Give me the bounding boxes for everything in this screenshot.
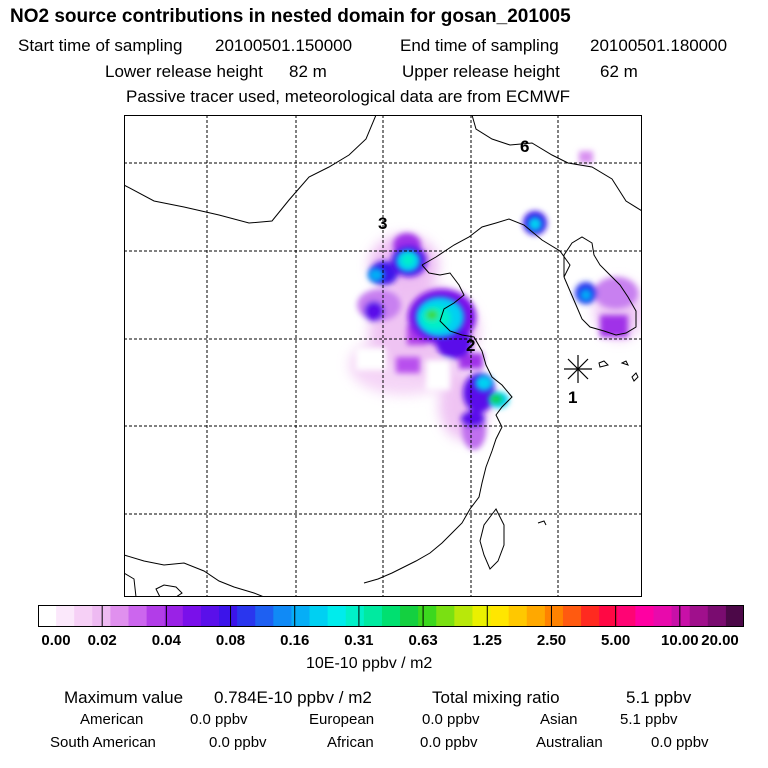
color-scale-tick-label: 0.04 xyxy=(151,632,181,649)
color-swatch xyxy=(671,605,691,627)
region-value: 0.0 ppbv xyxy=(420,734,478,751)
color-swatch xyxy=(200,605,220,627)
color-scale-bar xyxy=(38,605,745,627)
color-scale-tick-label: 0.31 xyxy=(344,632,374,649)
color-scale-tick-label: 0.63 xyxy=(408,632,438,649)
upper-release-value: 62 m xyxy=(600,62,638,81)
region-value: 5.1 ppbv xyxy=(620,711,678,728)
color-swatch xyxy=(273,605,292,627)
color-swatch xyxy=(345,605,365,627)
region-name: American xyxy=(80,711,144,728)
region-name: African xyxy=(327,734,374,751)
color-swatch xyxy=(562,605,582,627)
color-swatch xyxy=(291,605,311,627)
end-time-label: End time of sampling xyxy=(400,36,559,55)
start-time-value: 20100501.150000 xyxy=(215,36,353,55)
color-swatch xyxy=(544,605,564,627)
color-swatch xyxy=(363,605,383,627)
color-swatch xyxy=(436,605,455,627)
color-swatch xyxy=(327,605,347,627)
lat-lon-grid xyxy=(124,115,642,597)
lower-release-label: Lower release height xyxy=(105,62,263,81)
color-scale-tick-label: 0.16 xyxy=(280,632,310,649)
start-time-label: Start time of sampling xyxy=(18,36,183,55)
color-scale-tick-label: 5.00 xyxy=(601,632,631,649)
tracer-note: Passive tracer used, meteorological data… xyxy=(126,87,571,106)
end-time-value: 20100501.180000 xyxy=(590,36,728,55)
color-swatch xyxy=(599,605,618,627)
color-swatch xyxy=(508,605,528,627)
color-swatch xyxy=(526,605,546,627)
color-scale-tick-label: 2.50 xyxy=(536,632,567,649)
region-value: 0.0 ppbv xyxy=(651,734,709,751)
color-scale-tick-label: 1.25 xyxy=(472,632,502,649)
color-scale-tick-label: 20.00 xyxy=(701,632,739,649)
color-swatch xyxy=(92,605,111,627)
marker-label-1: 1 xyxy=(568,388,577,407)
color-swatch xyxy=(309,605,329,627)
color-scale-tick-label: 10.00 xyxy=(661,632,699,649)
region-name: Australian xyxy=(536,734,603,751)
plot-title: NO2 source contributions in nested domai… xyxy=(10,6,571,27)
color-swatch xyxy=(725,605,745,627)
color-swatch xyxy=(56,605,75,627)
color-swatch xyxy=(472,605,492,627)
upper-release-label: Upper release height xyxy=(402,62,560,81)
color-swatch xyxy=(581,605,600,627)
region-name: Asian xyxy=(540,711,578,728)
region-name: European xyxy=(309,711,375,728)
color-swatch xyxy=(110,605,130,627)
color-swatch xyxy=(164,605,184,627)
color-swatch xyxy=(400,605,419,627)
marker-label-6: 6 xyxy=(520,137,529,156)
region-name: South American xyxy=(50,734,156,751)
coastlines xyxy=(124,115,642,597)
lower-release-value: 82 m xyxy=(289,62,327,81)
max-value: 0.784E-10 ppbv / m2 xyxy=(214,688,372,707)
color-swatch xyxy=(707,605,727,627)
concentration-map: 6 3 2 1 xyxy=(124,115,642,597)
color-swatch xyxy=(635,605,654,627)
color-swatch xyxy=(418,605,437,627)
max-value-label: Maximum value xyxy=(64,688,184,707)
total-mixing-value: 5.1 ppbv xyxy=(626,688,692,707)
color-swatch xyxy=(182,605,202,627)
color-swatch xyxy=(454,605,473,627)
marker-label-2: 2 xyxy=(466,336,475,355)
color-swatch xyxy=(255,605,274,627)
color-swatch xyxy=(237,605,256,627)
color-swatch xyxy=(490,605,510,627)
color-swatch xyxy=(617,605,636,627)
color-swatch xyxy=(146,605,166,627)
color-swatch xyxy=(689,605,709,627)
color-swatch xyxy=(74,605,93,627)
color-scale-tick-label: 0.08 xyxy=(215,632,246,649)
color-swatch xyxy=(128,605,148,627)
color-swatch xyxy=(38,605,57,627)
color-scale-tick-label: 0.02 xyxy=(87,632,117,649)
total-mixing-label: Total mixing ratio xyxy=(432,688,560,707)
region-value: 0.0 ppbv xyxy=(422,711,480,728)
color-scale-unit: 10E-10 ppbv / m2 xyxy=(306,655,433,672)
color-scale-tick-label: 0.00 xyxy=(41,632,71,649)
receptor-marker xyxy=(564,355,592,383)
color-swatch xyxy=(381,605,401,627)
region-value: 0.0 ppbv xyxy=(190,711,248,728)
marker-label-3: 3 xyxy=(378,214,387,233)
color-swatch xyxy=(653,605,673,627)
region-value: 0.0 ppbv xyxy=(209,734,267,751)
color-swatch xyxy=(219,605,238,627)
